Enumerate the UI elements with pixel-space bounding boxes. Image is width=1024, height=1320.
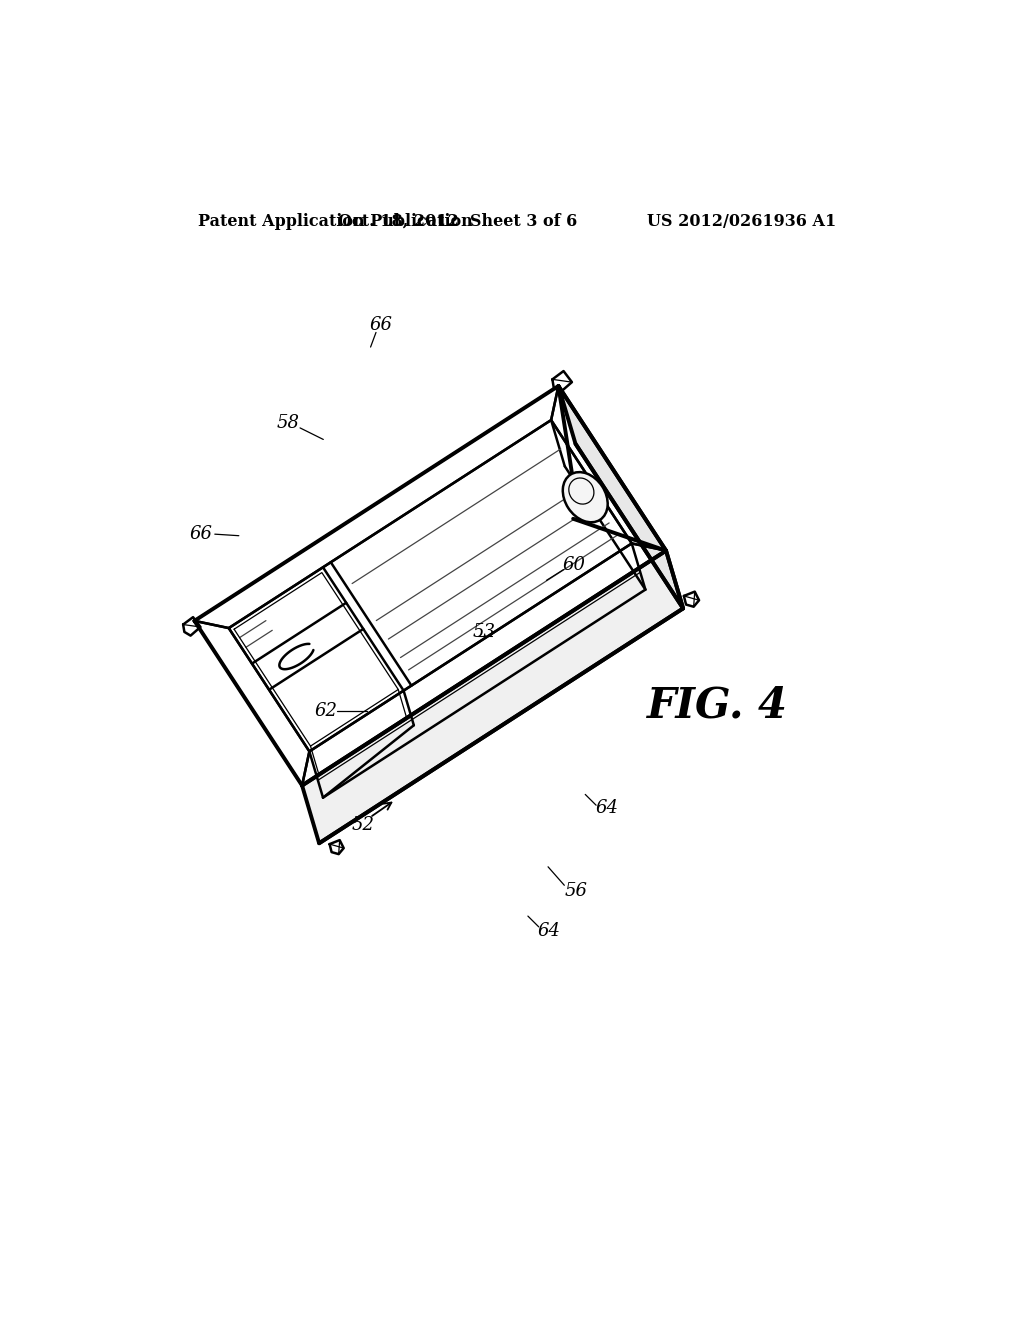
Text: FIG. 4: FIG. 4	[646, 684, 787, 726]
Ellipse shape	[563, 473, 607, 523]
Text: 66: 66	[189, 525, 212, 543]
Polygon shape	[302, 550, 683, 843]
Text: 53: 53	[473, 623, 496, 642]
Text: 58: 58	[276, 414, 300, 432]
Text: 64: 64	[595, 800, 618, 817]
Text: 56: 56	[564, 883, 588, 900]
Text: Oct. 18, 2012  Sheet 3 of 6: Oct. 18, 2012 Sheet 3 of 6	[338, 213, 577, 230]
Text: 66: 66	[370, 317, 393, 334]
Text: 52: 52	[351, 816, 375, 834]
Text: 62: 62	[314, 702, 337, 721]
Polygon shape	[558, 385, 683, 609]
Text: Patent Application Publication: Patent Application Publication	[198, 213, 472, 230]
Text: 64: 64	[538, 923, 560, 940]
Text: US 2012/0261936 A1: US 2012/0261936 A1	[647, 213, 837, 230]
Text: 60: 60	[563, 556, 586, 574]
